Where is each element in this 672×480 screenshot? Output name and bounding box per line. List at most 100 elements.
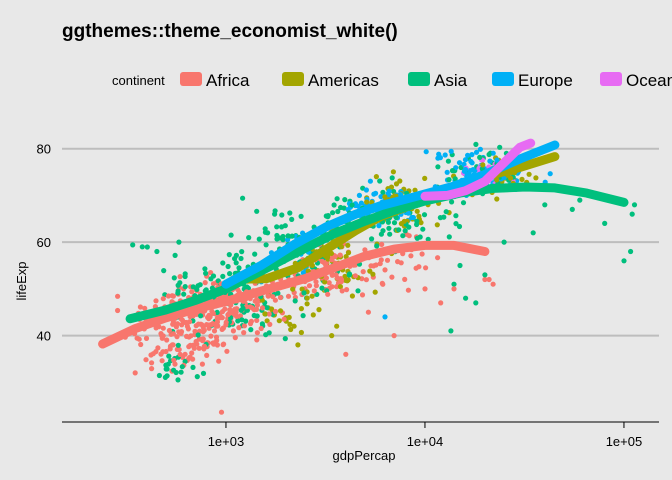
point-asia: [602, 220, 608, 226]
point-asia: [214, 309, 220, 315]
point-americas: [494, 177, 500, 183]
point-africa: [486, 276, 492, 283]
point-americas: [322, 279, 328, 285]
point-africa: [166, 327, 172, 334]
point-asia: [501, 239, 507, 245]
point-asia: [374, 243, 380, 249]
smooth-line-africa: [98, 240, 490, 349]
point-europe: [356, 192, 362, 198]
point-asia: [202, 266, 208, 272]
point-africa: [248, 318, 254, 324]
point-asia: [210, 273, 217, 279]
point-asia: [282, 336, 288, 342]
point-africa: [395, 259, 401, 265]
point-asia: [417, 234, 423, 240]
point-africa: [371, 263, 377, 269]
point-asia: [246, 235, 252, 241]
point-africa: [226, 311, 232, 317]
point-americas: [526, 171, 532, 177]
point-africa: [267, 321, 273, 327]
point-africa: [170, 319, 176, 325]
point-africa: [191, 345, 197, 351]
point-asia: [172, 252, 178, 258]
point-africa: [319, 258, 325, 264]
point-africa: [384, 257, 391, 263]
point-africa: [265, 293, 271, 299]
point-asia: [292, 298, 298, 304]
point-africa: [176, 346, 182, 353]
point-africa: [406, 233, 412, 239]
point-asia: [443, 209, 449, 215]
point-africa: [402, 276, 408, 282]
point-asia: [446, 177, 452, 183]
point-asia: [190, 364, 196, 370]
point-africa: [177, 351, 183, 357]
legend-label: Africa: [206, 71, 250, 90]
legend-key: [180, 72, 202, 86]
point-asia: [154, 248, 160, 255]
point-asia: [238, 255, 244, 262]
point-asia: [220, 273, 226, 279]
point-africa: [171, 357, 177, 363]
point-americas: [345, 250, 352, 256]
point-africa: [254, 337, 260, 343]
point-asia: [259, 321, 265, 327]
point-africa: [143, 357, 149, 363]
point-asia: [182, 284, 188, 290]
point-africa: [137, 304, 143, 310]
point-asia: [473, 300, 479, 306]
point-asia: [445, 158, 451, 164]
point-africa: [219, 315, 225, 321]
point-asia: [300, 313, 306, 319]
point-asia: [460, 200, 467, 206]
point-asia: [171, 367, 177, 373]
point-americas: [367, 268, 373, 274]
point-africa: [362, 247, 368, 253]
point-africa: [210, 340, 216, 346]
point-africa: [115, 307, 121, 314]
point-americas: [334, 323, 340, 329]
point-africa: [253, 306, 260, 312]
point-americas: [412, 187, 418, 193]
point-asia: [453, 221, 459, 227]
x-axis-title: gdpPercap: [333, 448, 396, 463]
point-africa: [204, 352, 210, 358]
point-asia: [569, 206, 575, 212]
point-africa: [200, 338, 206, 344]
point-africa: [186, 344, 192, 350]
point-europe: [376, 223, 382, 229]
point-africa: [438, 300, 444, 306]
point-asia: [139, 244, 145, 250]
point-africa: [451, 286, 457, 292]
point-asia: [220, 260, 226, 266]
point-africa: [389, 274, 395, 280]
point-africa: [143, 335, 150, 341]
point-africa: [164, 337, 170, 343]
point-asia: [225, 263, 231, 270]
point-asia: [254, 313, 260, 319]
point-americas: [298, 329, 304, 336]
point-americas: [373, 174, 379, 180]
point-asia: [274, 236, 280, 242]
point-africa: [115, 293, 121, 299]
point-asia: [162, 374, 168, 380]
point-europe: [405, 210, 411, 216]
point-africa: [200, 329, 206, 335]
point-asia: [289, 233, 295, 239]
point-americas: [295, 342, 301, 348]
point-asia: [198, 313, 204, 319]
point-europe: [444, 169, 450, 175]
point-asia: [421, 212, 428, 218]
point-africa: [199, 361, 205, 367]
point-africa: [230, 328, 236, 334]
point-africa: [272, 297, 278, 303]
point-asia: [226, 252, 232, 258]
point-europe: [378, 194, 384, 200]
point-asia: [349, 202, 355, 208]
point-asia: [275, 290, 281, 296]
point-europe: [386, 188, 392, 194]
point-asia: [342, 197, 348, 203]
point-africa: [306, 283, 313, 289]
point-africa: [208, 333, 214, 339]
